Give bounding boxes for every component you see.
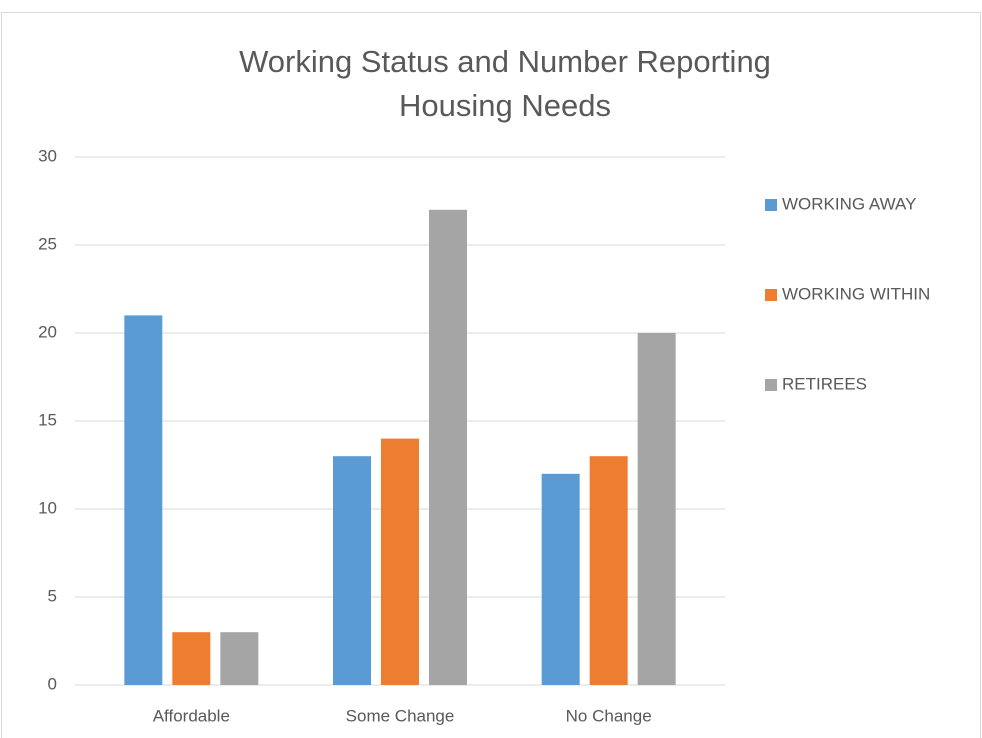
x-tick-label: Affordable (153, 706, 230, 725)
legend-swatch (765, 199, 777, 211)
y-tick-label: 5 (48, 586, 57, 605)
bar (333, 456, 371, 685)
bar (381, 438, 419, 685)
chart-title: Working Status and Number Reporting Hous… (239, 44, 771, 123)
bar (429, 209, 467, 686)
bar (589, 456, 628, 685)
bar (637, 333, 676, 685)
y-tick-label: 30 (38, 146, 57, 165)
legend-label: WORKING WITHIN (782, 284, 930, 303)
bar (541, 473, 580, 685)
y-tick-label: 20 (38, 322, 57, 341)
legend-label: RETIREES (782, 374, 867, 393)
y-tick-label: 10 (38, 498, 57, 517)
y-tick-label: 15 (38, 410, 57, 429)
x-tick-label: Some Change (346, 706, 455, 725)
y-tick-label: 0 (48, 674, 57, 693)
bar (124, 315, 163, 685)
x-tick-label: No Change (566, 706, 652, 725)
legend-label: WORKING AWAY (782, 194, 916, 213)
legend-swatch (765, 289, 777, 301)
bar (172, 632, 211, 685)
bar (220, 632, 259, 685)
chart-border (1, 12, 981, 738)
y-tick-label: 25 (38, 234, 57, 253)
legend-swatch (765, 379, 777, 391)
